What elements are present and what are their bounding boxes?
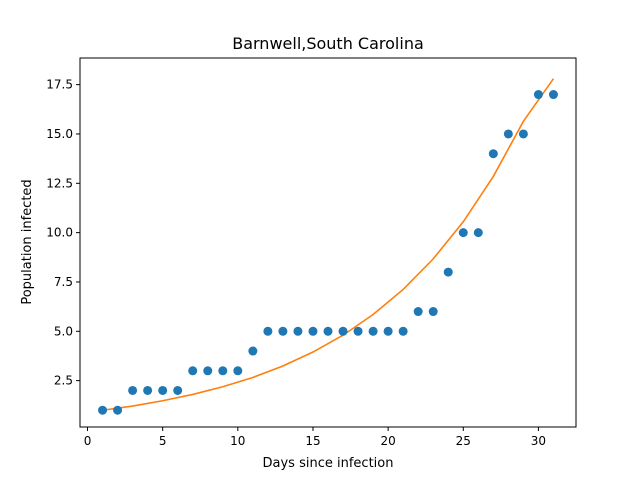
x-tick-label: 5	[159, 434, 167, 448]
data-point	[278, 326, 288, 336]
chart-title: Barnwell,South Carolina	[232, 34, 424, 53]
y-tick-label: 10.0	[46, 226, 73, 240]
x-tick-label: 20	[380, 434, 395, 448]
data-point	[308, 326, 318, 336]
data-point	[218, 366, 228, 376]
data-point	[203, 366, 213, 376]
y-tick-label: 15.0	[46, 127, 73, 141]
y-axis-label: Population infected	[20, 179, 35, 304]
data-point	[143, 385, 153, 395]
y-tick-label: 12.5	[46, 176, 73, 190]
x-tick-label: 25	[456, 434, 471, 448]
x-tick-label: 15	[305, 434, 320, 448]
data-point	[338, 326, 348, 336]
data-point	[158, 385, 168, 395]
data-point	[518, 129, 528, 139]
y-tick-label: 17.5	[46, 78, 73, 92]
data-point	[128, 385, 138, 395]
data-point	[503, 129, 513, 139]
plot-area	[98, 78, 558, 415]
data-point	[98, 405, 108, 415]
data-point	[443, 267, 453, 277]
y-tick-label: 2.5	[54, 374, 73, 388]
data-point	[383, 326, 393, 336]
fit-curve-line	[102, 78, 555, 412]
y-tick-label: 7.5	[54, 275, 73, 289]
data-point	[488, 149, 498, 159]
data-point	[473, 228, 483, 238]
x-tick-label: 30	[531, 434, 546, 448]
data-point	[458, 228, 468, 238]
data-point	[323, 326, 333, 336]
y-tick-label: 5.0	[54, 324, 73, 338]
axes: 0 5 10 15 20 25 30 2.5 5.0 7.5 10.0 12.5 15.0 17.5	[46, 57, 577, 448]
data-point	[533, 90, 543, 100]
data-point	[233, 366, 243, 376]
data-point	[428, 307, 438, 317]
data-point	[398, 326, 408, 336]
data-point	[113, 405, 123, 415]
x-axis-label: Days since infection	[263, 456, 394, 471]
data-point	[368, 326, 378, 336]
x-tick-label: 0	[84, 434, 92, 448]
data-point	[248, 346, 258, 356]
data-point	[293, 326, 303, 336]
data-point	[413, 307, 423, 317]
data-point	[353, 326, 363, 336]
data-point	[173, 385, 183, 395]
data-point	[548, 90, 558, 100]
x-tick-label: 10	[230, 434, 245, 448]
data-point	[188, 366, 198, 376]
axes-frame	[79, 57, 577, 428]
data-point	[263, 326, 273, 336]
